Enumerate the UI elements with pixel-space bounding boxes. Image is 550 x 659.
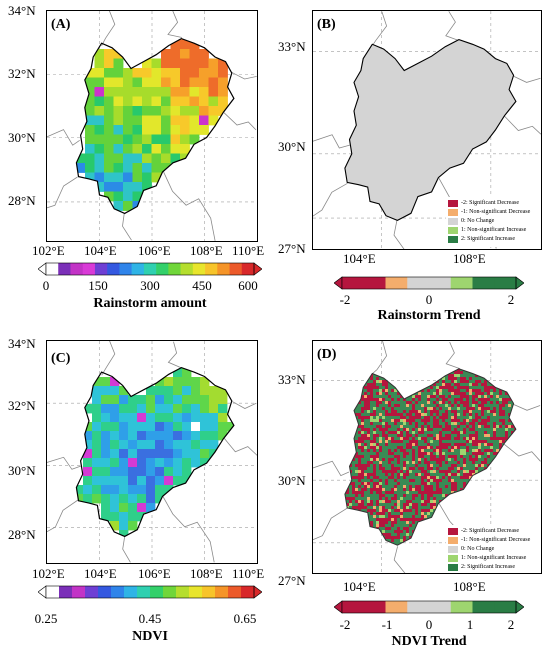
colorbar-d-tick-neg1: -1 xyxy=(381,617,393,632)
colorbar-c-tick-025: 0.25 xyxy=(34,611,58,626)
panel-b-letter: (B) xyxy=(317,17,336,32)
map-d-lat-27: 27°N xyxy=(278,573,306,588)
map-c-region-outline xyxy=(75,366,235,538)
map-a-frame: (A) xyxy=(46,10,258,242)
legend-b-label-2: -1: Non-significant Decrease xyxy=(461,209,531,215)
map-c-lat-28: 28°N xyxy=(8,527,36,542)
map-a-svg xyxy=(47,11,257,241)
legend-b-label-3: 0: No Change xyxy=(461,218,495,224)
colorbar-d-tick-2: 2 xyxy=(507,617,515,632)
colorbar-c-title: NDVI xyxy=(132,629,168,644)
legend-d-row-5: 2: Significant Increase xyxy=(446,563,541,572)
legend-b-label-5: 2: Significant Increase xyxy=(461,236,515,242)
panel-c-letter: (C) xyxy=(51,351,71,366)
map-a-lat-28: 28°N xyxy=(8,193,36,208)
map-d-trend-pixels xyxy=(344,368,516,546)
map-c-raster-cells xyxy=(76,368,234,537)
map-a-lat-34: 34°N xyxy=(8,3,36,18)
colorbar-a-tick-300: 300 xyxy=(140,278,160,293)
colorbar-a-tick-150: 150 xyxy=(88,278,108,293)
legend-b-row-1: -2: Significant Decrease xyxy=(446,199,541,208)
map-c-lon-108: 108°E xyxy=(190,566,223,581)
map-d-region-outline xyxy=(344,368,517,546)
map-d-lon-104: 104°E xyxy=(343,579,376,594)
legend-b-label-1: -2: Significant Decrease xyxy=(461,200,519,206)
legend-b-label-4: 1: Non-significant Increase xyxy=(461,227,527,233)
map-d-lon-108: 108°E xyxy=(453,579,486,594)
map-c-lat-30: 30°N xyxy=(8,463,36,478)
map-a-lon-110: 110°E xyxy=(232,243,265,258)
map-c-lon-110: 110°E xyxy=(232,566,265,581)
map-d-svg xyxy=(313,341,541,573)
map-a-lon-104: 104°E xyxy=(84,243,117,258)
map-a-region-outline xyxy=(75,37,235,215)
map-c-lon-102: 102°E xyxy=(32,566,65,581)
colorbar-a-title: Rainstorm amount xyxy=(93,296,207,311)
legend-b-row-3: 0: No Change xyxy=(446,217,541,226)
colorbar-c-tick-045: 0.45 xyxy=(138,611,162,626)
map-c-lon-106: 106°E xyxy=(138,566,171,581)
map-d-lat-30: 30°N xyxy=(278,473,306,488)
legend-d-label-5: 2: Significant Increase xyxy=(461,564,515,570)
map-b-legend: -2: Significant Decrease -1: Non-signifi… xyxy=(446,197,541,247)
legend-d-row-3: 0: No Change xyxy=(446,545,541,554)
panel-a-letter: (A) xyxy=(51,17,71,32)
legend-d-label-4: 1: Non-significant Increase xyxy=(461,555,527,561)
colorbar-b-tick-2: 2 xyxy=(507,292,515,307)
colorbar-d-tick-neg2: -2 xyxy=(339,617,351,632)
legend-d-label-3: 0: No Change xyxy=(461,546,495,552)
colorbar-d-title: NDVI Trend xyxy=(391,634,467,649)
legend-d-row-2: -1: Non-significant Decrease xyxy=(446,536,541,545)
colorbar-d-tick-1: 1 xyxy=(466,617,474,632)
map-b-lat-30: 30°N xyxy=(278,139,306,154)
map-d-frame: (D) -2: Significant Decrease -1: Non-sig… xyxy=(312,340,542,574)
colorbar-c xyxy=(38,585,262,599)
map-b-no-change-region xyxy=(344,39,517,222)
map-a-lon-106: 106°E xyxy=(138,243,171,258)
map-a-lat-30: 30°N xyxy=(8,130,36,145)
map-c-svg xyxy=(47,341,257,563)
legend-d-row-4: 1: Non-significant Increase xyxy=(446,554,541,563)
map-a-lat-32: 32°N xyxy=(8,66,36,81)
map-a-lon-108: 108°E xyxy=(190,243,223,258)
colorbar-d xyxy=(334,600,524,614)
map-c-frame: (C) xyxy=(46,340,258,564)
map-c-lat-32: 32°N xyxy=(8,398,36,413)
colorbar-b xyxy=(334,276,524,290)
colorbar-c-tick-065: 0.65 xyxy=(233,611,257,626)
colorbar-b-title: Rainstorm Trend xyxy=(377,308,481,323)
map-b-lat-27: 27°N xyxy=(278,241,306,256)
map-a-raster-cells xyxy=(76,39,228,211)
legend-b-row-2: -1: Non-significant Decrease xyxy=(446,208,541,217)
map-c-lon-104: 104°E xyxy=(84,566,117,581)
map-b-lat-33: 33°N xyxy=(278,39,306,54)
legend-b-row-5: 2: Significant Increase xyxy=(446,235,541,244)
colorbar-a-tick-0: 0 xyxy=(42,278,50,293)
colorbar-a-tick-600: 600 xyxy=(238,278,258,293)
colorbar-b-tick-0: 0 xyxy=(425,292,433,307)
legend-b-row-4: 1: Non-significant Increase xyxy=(446,226,541,235)
colorbar-a xyxy=(38,262,262,276)
legend-d-row-1: -2: Significant Decrease xyxy=(446,527,541,536)
legend-d-label-2: -1: Non-significant Decrease xyxy=(461,537,531,543)
colorbar-a-tick-450: 450 xyxy=(192,278,212,293)
colorbar-b-tick-neg2: -2 xyxy=(339,292,351,307)
colorbar-d-tick-0: 0 xyxy=(425,617,433,632)
map-d-legend: -2: Significant Decrease -1: Non-signifi… xyxy=(446,525,541,573)
map-c-lat-34: 34°N xyxy=(8,336,36,351)
map-b-lon-104: 104°E xyxy=(343,251,376,266)
map-b-frame: (B) -2: Significant Decrease -1: Non-sig… xyxy=(312,10,542,250)
map-b-lon-108: 108°E xyxy=(453,251,486,266)
legend-d-label-1: -2: Significant Decrease xyxy=(461,528,519,534)
map-d-lat-33: 33°N xyxy=(278,372,306,387)
panel-d-letter: (D) xyxy=(317,347,337,362)
map-a-lon-102: 102°E xyxy=(32,243,65,258)
